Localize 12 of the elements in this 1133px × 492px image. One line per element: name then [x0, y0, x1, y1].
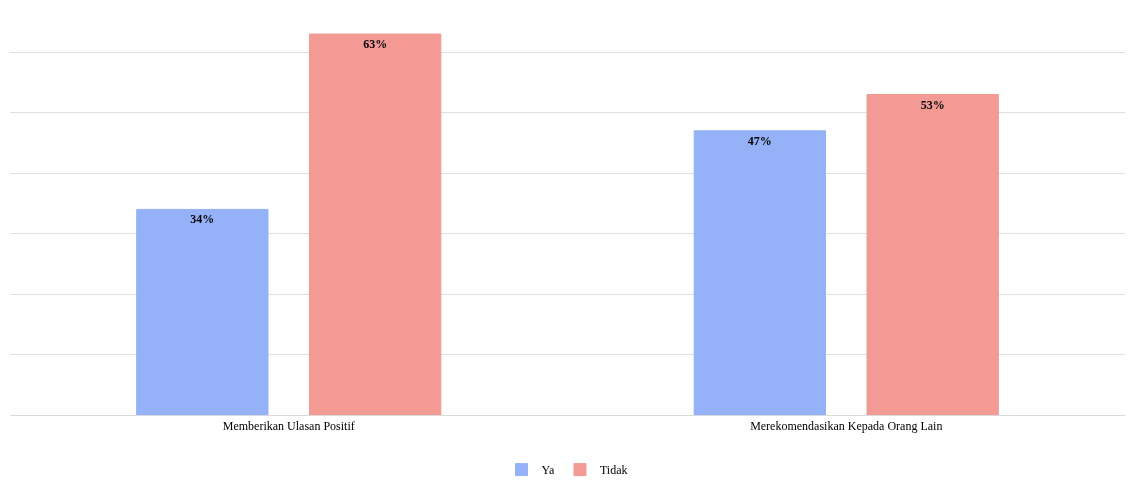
x-tick-label: Merekomendasikan Kepada Orang Lain — [750, 419, 943, 434]
data-label: 34% — [190, 212, 215, 227]
data-label: 63% — [363, 37, 388, 52]
data-label: 53% — [920, 97, 945, 112]
x-tick-label: Memberikan Ulasan Positif — [222, 419, 355, 434]
bar — [693, 130, 827, 415]
bar — [136, 208, 269, 415]
data-label: 47% — [747, 133, 772, 148]
bar — [308, 33, 442, 415]
legend-label: Ya — [541, 463, 555, 478]
bar — [866, 94, 999, 415]
legend-label: Tidak — [599, 463, 628, 478]
